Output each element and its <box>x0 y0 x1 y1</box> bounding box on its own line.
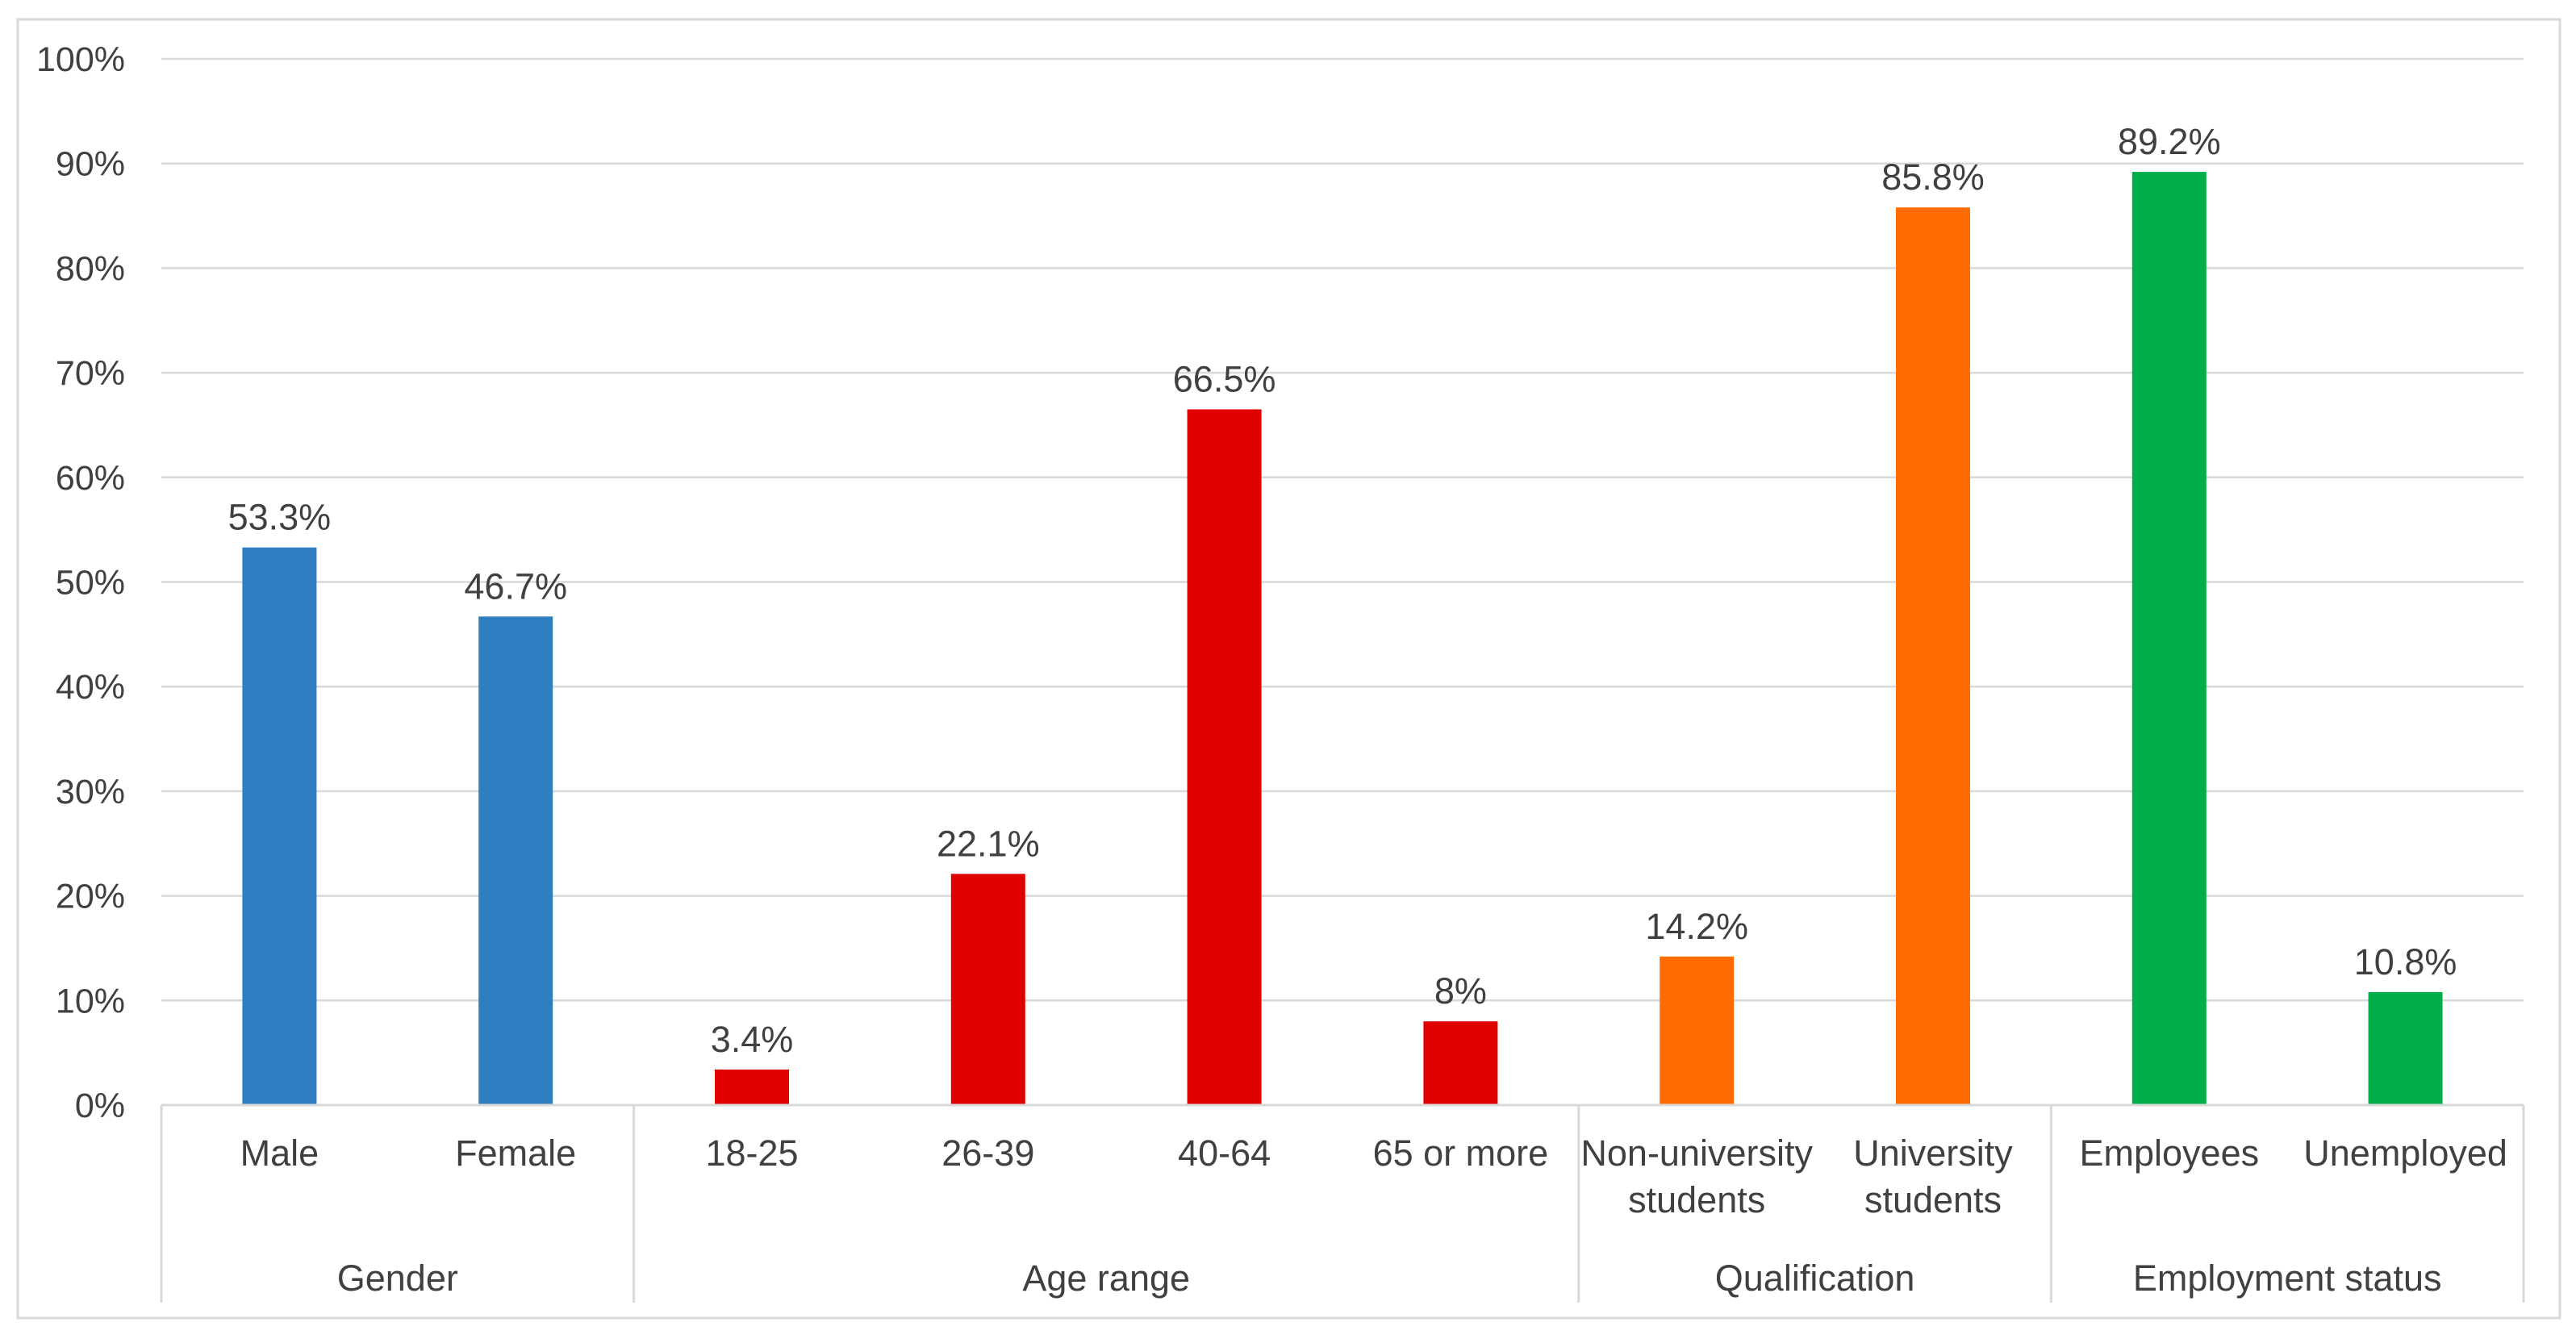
x-category-label: University <box>1853 1133 2013 1174</box>
y-tick-label: 90% <box>56 145 125 184</box>
bar <box>950 874 1025 1105</box>
y-tick-label: 30% <box>56 773 125 811</box>
y-tick-label: 20% <box>56 878 125 916</box>
data-label: 3.4% <box>711 1019 794 1060</box>
x-category-label: students <box>1628 1179 1765 1220</box>
data-labels: 53.3% 46.7% 3.4% 22.1% 66.5% 8% 14.2% 85.8% 89.2… <box>228 121 2457 1060</box>
x-category-label: 65 or more <box>1373 1133 1549 1174</box>
group-label: Age range <box>1022 1258 1190 1299</box>
data-label: 14.2% <box>1645 906 1748 947</box>
bar <box>2131 172 2207 1105</box>
x-category-label: students <box>1864 1179 2002 1220</box>
data-label: 8% <box>1434 970 1487 1012</box>
bars <box>242 172 2443 1105</box>
bar <box>2368 991 2443 1105</box>
x-category-label: 40-64 <box>1178 1133 1271 1174</box>
y-tick-label: 10% <box>56 982 125 1020</box>
data-label: 46.7% <box>464 565 567 607</box>
group-label: Gender <box>337 1258 458 1299</box>
y-tick-label: 0% <box>75 1087 125 1125</box>
bar <box>1187 409 1262 1105</box>
x-category-label: Male <box>240 1133 319 1174</box>
x-category-label: Female <box>455 1133 576 1174</box>
data-label: 89.2% <box>2118 121 2221 162</box>
x-category-label: 18-25 <box>705 1133 798 1174</box>
group-label: Qualification <box>1715 1258 1915 1299</box>
group-label: Employment status <box>2133 1258 2442 1299</box>
bar <box>1660 956 1735 1105</box>
x-category-label: 26-39 <box>941 1133 1034 1174</box>
y-tick-label: 60% <box>56 459 125 498</box>
y-tick-label: 80% <box>56 249 125 288</box>
y-tick-label: 40% <box>56 668 125 707</box>
x-category-label: Employees <box>2079 1133 2259 1174</box>
data-label: 22.1% <box>937 823 1040 864</box>
bar <box>1423 1021 1498 1105</box>
data-label: 66.5% <box>1173 358 1276 399</box>
x-axis: Male Female 18-25 26-39 40-64 65 or more Non-u… <box>160 1103 2525 1303</box>
data-label: 10.8% <box>2354 941 2457 982</box>
bar <box>478 616 553 1105</box>
data-label: 53.3% <box>228 497 332 538</box>
bar <box>242 547 317 1105</box>
x-category-label: Unemployed <box>2303 1133 2507 1174</box>
y-tick-label: 50% <box>56 564 125 603</box>
y-tick-label: 100% <box>36 40 125 79</box>
data-label: 85.8% <box>1881 156 1985 198</box>
bar <box>1896 207 1970 1105</box>
x-category-label: Non-university <box>1580 1133 1813 1174</box>
y-axis-tick-labels: 0% 10% 20% 30% 40% 50% 60% 70% 80% 90% 100% <box>36 40 125 1125</box>
bar <box>715 1069 789 1105</box>
y-tick-label: 70% <box>56 354 125 393</box>
gridlines <box>161 57 2524 1002</box>
